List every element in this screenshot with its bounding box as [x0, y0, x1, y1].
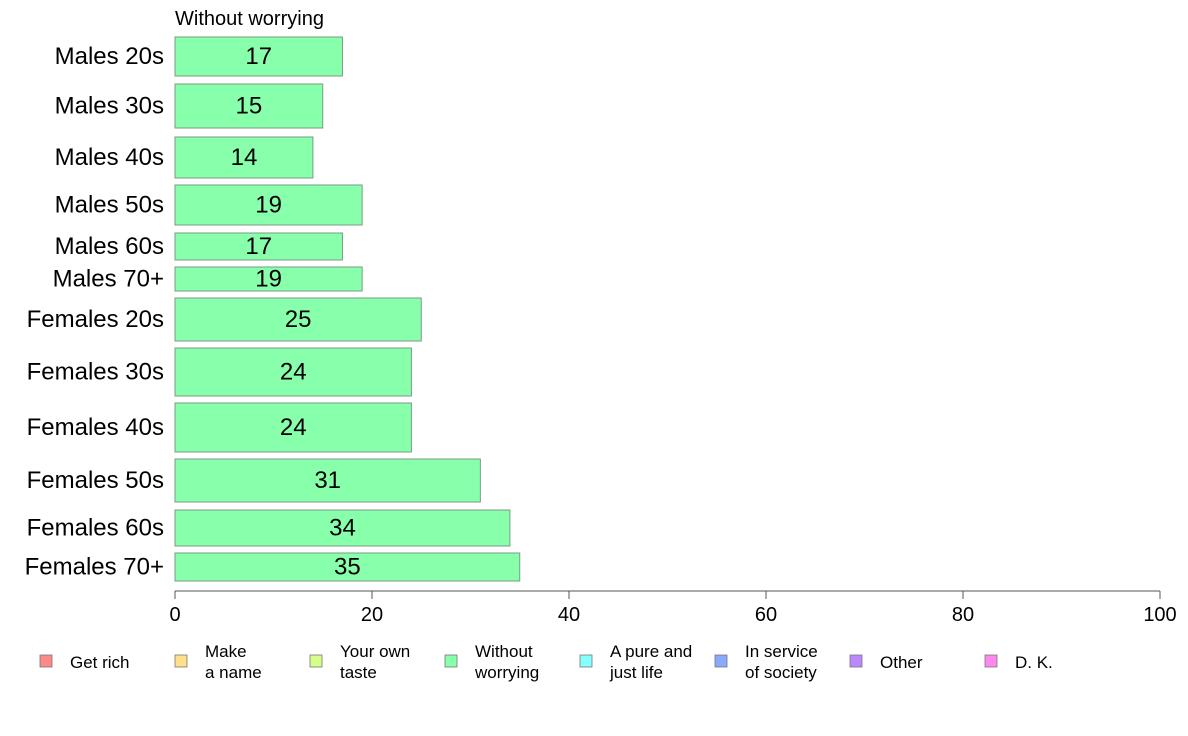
- bar: [174, 347, 412, 397]
- bar: [174, 83, 324, 129]
- bar: [174, 184, 363, 226]
- category-label: Males 20s: [55, 43, 164, 70]
- data-label: 14: [231, 144, 258, 171]
- bar: [174, 552, 521, 582]
- legend-label: of society: [745, 663, 817, 682]
- data-label: 19: [255, 266, 282, 293]
- x-tick-label: 100: [1143, 604, 1176, 626]
- legend-label: just life: [609, 663, 663, 682]
- legend-label: Other: [880, 653, 923, 672]
- bar: [174, 458, 481, 503]
- bar: [174, 36, 343, 77]
- legend-label: Get rich: [70, 653, 130, 672]
- x-tick-label: 60: [755, 604, 777, 626]
- category-label: Males 50s: [55, 192, 164, 219]
- legend-label: Make: [205, 642, 247, 661]
- category-label: Females 20s: [27, 306, 164, 333]
- x-tick-label: 40: [558, 604, 580, 626]
- data-label: 34: [329, 515, 356, 542]
- bar: [174, 297, 422, 342]
- data-label: 19: [255, 192, 282, 219]
- x-axis: 0 20 40 60 80 100: [169, 590, 1177, 626]
- data-label: 31: [314, 467, 341, 494]
- data-label: 17: [245, 233, 272, 260]
- bar: [174, 136, 314, 179]
- category-label: Females 60s: [27, 515, 164, 542]
- x-tick-label: 0: [169, 604, 180, 626]
- bar: [174, 509, 511, 547]
- legend-swatch: [174, 654, 188, 668]
- bar: [174, 232, 343, 261]
- legend-label: In service: [745, 642, 818, 661]
- legend-swatch: [714, 654, 728, 668]
- data-label: 17: [245, 43, 272, 70]
- category-label: Males 70+: [53, 266, 164, 293]
- legend-swatch: [849, 654, 863, 668]
- category-label: Females 40s: [27, 414, 164, 441]
- bar: [174, 266, 363, 292]
- legend-swatch: [984, 654, 998, 668]
- data-label: 24: [280, 414, 307, 441]
- x-tick-label: 80: [952, 604, 974, 626]
- legend-label: Your own: [340, 642, 410, 661]
- category-label: Females 50s: [27, 467, 164, 494]
- category-label: Females 30s: [27, 359, 164, 386]
- bars-group: Males 20s 17 Males 30s 15 Males 40s 14 Males 5…: [25, 36, 521, 582]
- legend-swatch: [39, 654, 53, 668]
- bar: [174, 402, 412, 453]
- legend-swatch: [579, 654, 593, 668]
- category-label: Males 40s: [55, 144, 164, 171]
- data-label: 25: [285, 306, 312, 333]
- data-label: 24: [280, 359, 307, 386]
- x-tick-label: 20: [361, 604, 383, 626]
- legend-label: worrying: [474, 663, 539, 682]
- legend: Get rich Make a name Your own taste Without wo…: [39, 642, 1053, 682]
- category-label: Males 30s: [55, 93, 164, 120]
- chart-title: Without worrying: [175, 8, 324, 30]
- legend-swatch: [309, 654, 323, 668]
- category-label: Females 70+: [25, 554, 164, 581]
- legend-label: taste: [340, 663, 377, 682]
- data-label: 15: [236, 93, 263, 120]
- legend-label: D. K.: [1015, 653, 1053, 672]
- category-label: Males 60s: [55, 233, 164, 260]
- legend-label: Without: [475, 642, 533, 661]
- legend-label: A pure and: [610, 642, 692, 661]
- data-label: 35: [334, 554, 361, 581]
- legend-swatch: [444, 654, 458, 668]
- legend-label: a name: [205, 663, 262, 682]
